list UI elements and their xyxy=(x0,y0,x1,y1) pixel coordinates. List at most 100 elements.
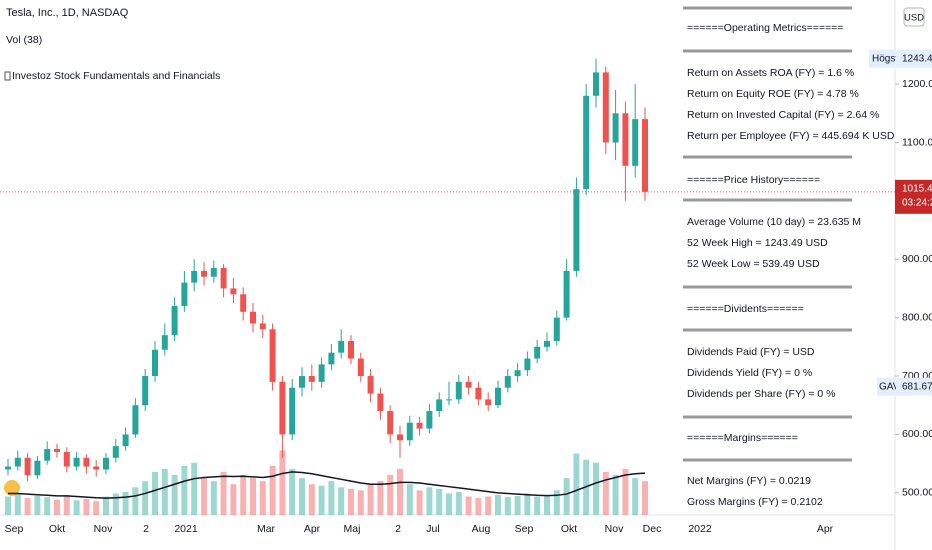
volume-bar xyxy=(54,499,60,515)
volume-bar xyxy=(171,475,178,515)
avg-name: GAV xyxy=(879,381,900,392)
metric-row: Return on Invested Capital (FY) = 2.64 % xyxy=(687,109,879,121)
x-tick-label: 2022 xyxy=(688,523,712,535)
x-tick-label: Sep xyxy=(515,523,534,535)
candle-body xyxy=(348,340,354,359)
candle-body xyxy=(632,119,639,166)
volume-bar xyxy=(201,478,207,515)
volume-bar xyxy=(475,498,482,515)
candle-body xyxy=(34,460,41,476)
volume-bar xyxy=(318,485,325,515)
high-price-box xyxy=(896,49,932,68)
volume-bar xyxy=(465,496,472,515)
x-tick-label: Sep xyxy=(5,523,24,535)
volume-bar xyxy=(446,493,452,515)
candle-body xyxy=(103,457,109,470)
volume-bar xyxy=(250,478,256,515)
volume-bar xyxy=(93,501,100,515)
y-tick-label: 900.00 xyxy=(902,253,932,265)
candle-body xyxy=(289,387,296,435)
candle-body xyxy=(485,399,492,406)
candle-body xyxy=(593,72,599,96)
y-tick-label: 1100.00 xyxy=(902,136,932,148)
volume-bar xyxy=(377,481,384,515)
candle-body xyxy=(544,340,550,347)
candle-body xyxy=(93,466,100,470)
volume-bar xyxy=(5,496,11,515)
section-header: ======Operating Metrics====== xyxy=(687,22,843,34)
candle-body xyxy=(122,434,129,447)
candle-body xyxy=(426,411,433,429)
metric-row: Net Margins (FY) = 0.0219 xyxy=(687,475,811,487)
candle-body xyxy=(5,466,11,470)
y-tick-label: 600.00 xyxy=(902,428,932,440)
candle-body xyxy=(387,411,394,435)
volume-bar xyxy=(299,478,305,515)
volume-bar xyxy=(44,497,51,515)
volume-bar xyxy=(397,468,403,515)
candle-body xyxy=(357,358,364,377)
metric-row: 52 Week Low = 539.49 USD xyxy=(687,258,820,270)
volume-bar xyxy=(602,471,609,515)
volume-bar xyxy=(612,475,619,515)
avg-price-box xyxy=(896,377,932,396)
volume-bar xyxy=(308,484,315,515)
volume-bar xyxy=(122,491,129,515)
volume-bar xyxy=(534,496,541,515)
candle-body xyxy=(436,399,443,412)
section-header: ======Margins====== xyxy=(687,432,798,444)
candle-body xyxy=(475,387,482,400)
candle-body xyxy=(397,434,403,441)
metric-row: Gross Margins (FY) = 0.2102 xyxy=(687,496,823,508)
y-tick-label: 1200.00 xyxy=(902,78,932,90)
volume-bar xyxy=(210,481,217,515)
candle-body xyxy=(210,268,217,277)
volume-bar xyxy=(387,475,394,515)
volume-bar xyxy=(553,490,560,515)
volume-bar xyxy=(632,478,639,515)
volume-bar xyxy=(593,462,599,515)
volume-bar xyxy=(83,499,90,515)
volume-bar xyxy=(367,484,374,515)
volume-bar xyxy=(416,490,423,515)
indicator-icon xyxy=(4,71,11,81)
volume-bar xyxy=(338,487,345,515)
candle-body xyxy=(328,352,335,365)
avg-price-label: 681.67 xyxy=(902,381,932,392)
metric-row: Return per Employee (FY) = 445.694 K USD xyxy=(687,130,895,142)
candle-body xyxy=(220,268,227,289)
volume-bar xyxy=(142,481,149,515)
candle-body xyxy=(573,189,580,271)
y-tick-label: 800.00 xyxy=(902,311,932,323)
candle-body xyxy=(308,376,315,382)
volume-bar xyxy=(240,475,247,515)
volume-bar xyxy=(34,495,41,515)
candle-body xyxy=(377,393,384,412)
volume-bar xyxy=(289,468,296,515)
volume-bar xyxy=(152,471,158,515)
x-tick-label: 2021 xyxy=(174,523,198,535)
symbol-title: Tesla, Inc., 1D, NASDAQ xyxy=(6,7,129,19)
candle-body xyxy=(240,294,247,312)
candle-body xyxy=(465,381,472,388)
candle-body xyxy=(279,381,286,435)
candle-body xyxy=(563,270,570,318)
volume-bar xyxy=(544,495,550,515)
candle-body xyxy=(230,288,237,295)
candle-body xyxy=(142,376,149,406)
volume-bar xyxy=(191,462,198,515)
volume-bar xyxy=(426,487,433,515)
currency-label[interactable]: USD xyxy=(904,13,924,24)
high-name: Högsta xyxy=(872,53,904,64)
volume-bar xyxy=(24,498,31,515)
candle-body xyxy=(14,457,21,467)
candle-body xyxy=(318,364,325,382)
volume-bar xyxy=(495,495,501,515)
high-price-label: 1243.49 xyxy=(902,53,932,64)
volume-bar xyxy=(485,496,492,515)
section-header: ======Dividents====== xyxy=(687,303,804,315)
currency-button[interactable] xyxy=(903,7,925,27)
x-tick-label: Nov xyxy=(605,523,624,535)
event-icon[interactable] xyxy=(4,480,20,496)
